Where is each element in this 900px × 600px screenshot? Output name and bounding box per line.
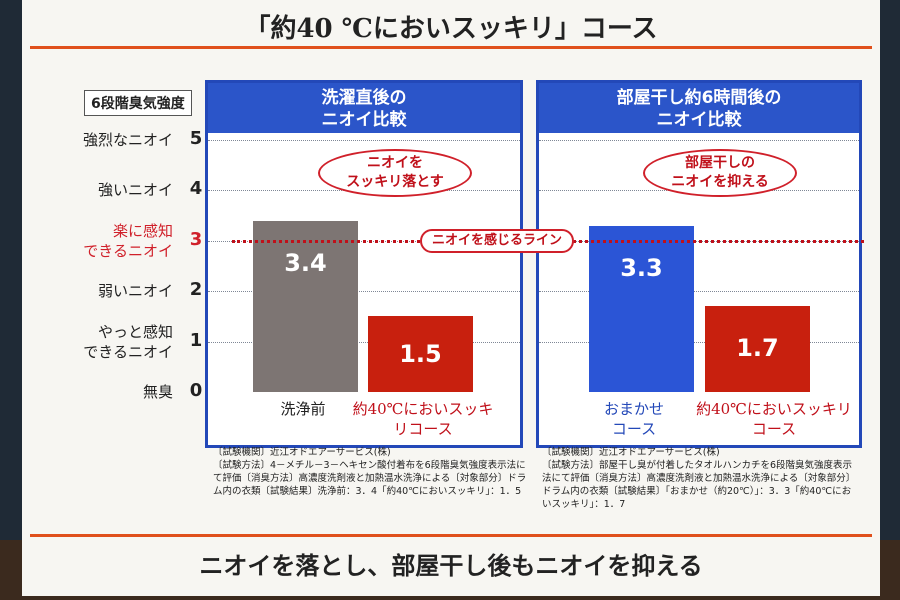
bar: 3.4 <box>253 220 358 392</box>
title-divider <box>30 46 872 49</box>
odor-level-label-line: 楽に感知 <box>112 221 173 240</box>
odor-level-number: 0 <box>189 380 203 401</box>
odor-level-label: 楽に感知 できるニオイ <box>38 221 173 261</box>
bar: 3.3 <box>589 225 694 392</box>
bar-category-label: 洗浄前 <box>228 399 378 419</box>
chart-title-line: ニオイ比較 <box>656 110 742 130</box>
odor-level-label-line: 無臭 <box>142 383 173 401</box>
odor-level-label: 弱いニオイ <box>38 281 173 301</box>
gridline <box>539 291 859 293</box>
odor-level-label-line: できるニオイ <box>83 342 173 361</box>
gridline <box>208 140 520 141</box>
presentation-slide: 「約40 ℃においスッキリ」コース 6段階臭気強度 強烈なニオイ 5 強いニオイ 4 楽… <box>22 0 880 596</box>
chart-title-line: ニオイ比較 <box>321 110 407 130</box>
chart-title: 部屋干し約6時間後の ニオイ比較 <box>539 83 859 133</box>
odor-level-number: 4 <box>189 178 203 200</box>
bar-value-label: 1.5 <box>399 340 442 369</box>
odor-level-label: 強いニオイ <box>38 180 173 200</box>
bar-category-label: おまかせ コース <box>559 399 709 439</box>
odor-threshold-label: ニオイを感じるライン <box>420 228 575 253</box>
odor-level-number: 2 <box>189 279 203 301</box>
odor-level-label-line: 強いニオイ <box>97 181 173 200</box>
odor-level-number: 3 <box>189 228 203 250</box>
chart-callout-line: 部屋干しの <box>685 155 755 171</box>
bar: 1.5 <box>368 316 473 392</box>
tagline-divider <box>30 534 872 537</box>
chart-callout-line: ニオイを抑える <box>671 174 769 190</box>
bar-category-line: コース <box>611 420 657 438</box>
slide-title: 「約40 ℃においスッキリ」コース <box>244 14 658 44</box>
odor-scale-title: 6段階臭気強度 <box>84 90 192 116</box>
chart-callout-line: スッキリ落とす <box>346 174 444 190</box>
gridline <box>539 140 859 141</box>
bar-value-label: 3.3 <box>620 253 663 282</box>
chart-footnote: 〔試験機関〕近江オドエアーサービス(株) 〔試験方法〕部屋干し臭が付着したタオル… <box>542 447 856 510</box>
odor-level-label-line: やっと感知 <box>97 322 173 341</box>
chart-footnote: 〔試験機関〕近江オドエアーサービス(株) 〔試験方法〕4－メチル－3－ヘキセン酸… <box>213 447 527 497</box>
bar-category-line: 約40℃においスッキリコース <box>352 400 494 438</box>
gridline <box>208 291 520 293</box>
odor-level-number: 5 <box>189 128 203 149</box>
odor-level-label-line: できるニオイ <box>83 241 173 260</box>
bar-value-label: 1.7 <box>736 334 779 363</box>
odor-level-label-line: 強烈なニオイ <box>82 131 173 149</box>
chart-callout: 部屋干しのニオイを抑える <box>643 149 797 197</box>
chart-title-line: 部屋干し約6時間後の <box>616 88 782 108</box>
odor-level-label: 無臭 <box>38 382 173 402</box>
bar-category-line: 約40℃においスッキリコース <box>696 400 852 438</box>
slide-tagline: ニオイを落とし、部屋干し後もニオイを抑える <box>199 551 703 580</box>
chart-title-line: 洗濯直後の <box>321 88 407 108</box>
odor-level-label: 強烈なニオイ <box>38 130 173 150</box>
bar-category-label: 約40℃においスッキリコース <box>348 399 498 439</box>
bar-category-label: 約40℃においスッキリコース <box>689 399 859 439</box>
bar-category-line: 洗浄前 <box>280 400 326 418</box>
gridline <box>208 341 520 343</box>
gridline <box>539 341 859 343</box>
odor-level-label: やっと感知 できるニオイ <box>38 322 173 362</box>
chart-callout-line: ニオイを <box>367 155 423 171</box>
chart-panel: 洗濯直後の ニオイ比較ニオイをスッキリ落とす 3.4 洗浄前 1.5 約40℃においスッキ… <box>205 80 523 448</box>
bar-category-line: おまかせ <box>603 400 664 418</box>
chart-title: 洗濯直後の ニオイ比較 <box>208 83 520 133</box>
chart-panel: 部屋干し約6時間後の ニオイ比較部屋干しのニオイを抑える 3.3 おまかせコース 1.7… <box>536 80 862 448</box>
odor-level-label-line: 弱いニオイ <box>97 282 173 301</box>
bar: 1.7 <box>705 306 810 392</box>
bar-value-label: 3.4 <box>284 248 327 277</box>
chart-callout: ニオイをスッキリ落とす <box>318 149 472 197</box>
odor-level-number: 1 <box>189 329 203 351</box>
